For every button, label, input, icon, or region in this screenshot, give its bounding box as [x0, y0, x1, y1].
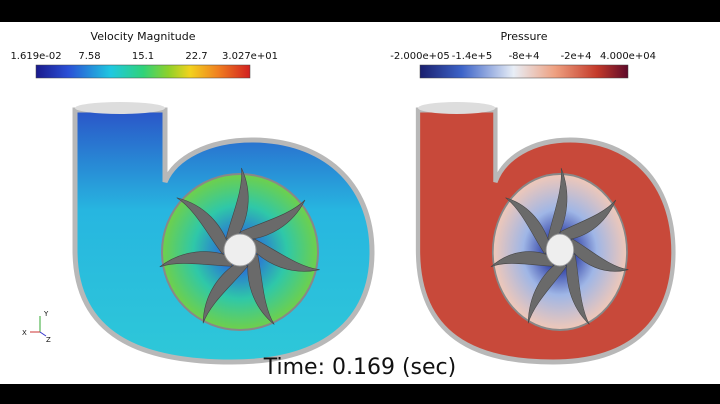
impeller-blade [569, 238, 629, 272]
time-label: Time: 0.169 (sec) [263, 355, 456, 380]
impeller-blade [239, 199, 306, 241]
axis-label: Z [46, 336, 51, 344]
colorbar-tick-label: 15.1 [132, 51, 154, 62]
colorbar-tick-label: 4.000e+04 [600, 51, 656, 62]
colorbar-tick-label: 1.619e-02 [10, 51, 61, 62]
impeller-blade [547, 167, 568, 240]
axis-label: X [22, 329, 27, 337]
impeller-blade [490, 251, 554, 268]
impeller-blade [527, 261, 568, 324]
colorbar [419, 64, 629, 79]
impeller-blade [251, 238, 320, 272]
colorbar-tick-label: -1.4e+5 [452, 51, 492, 62]
colorbar-title: Pressure [501, 30, 548, 43]
colorbar-tick-label: -8e+4 [509, 51, 540, 62]
impeller-blade [225, 167, 249, 240]
axes-triad: Y X Z [22, 310, 51, 344]
impeller-blade [566, 253, 590, 325]
colorbar [35, 64, 251, 79]
axis-label: Y [43, 310, 49, 318]
colorbar-tick-label: -2.000e+05 [390, 51, 450, 62]
pressure-pump [415, 102, 676, 365]
colorbar-tick-label: 22.7 [185, 51, 207, 62]
colorbar-title: Velocity Magnitude [91, 30, 196, 43]
impeller-blade [202, 261, 249, 324]
impeller-blade [176, 197, 230, 255]
impeller-blade [505, 197, 551, 255]
impeller-blade [247, 253, 275, 325]
colorbar-tick-label: -2e+4 [561, 51, 592, 62]
colorbar-tick-label: 7.58 [78, 51, 100, 62]
impeller-blade [159, 251, 233, 268]
impeller-blade [559, 199, 617, 241]
colorbar-tick-label: 3.027e+01 [222, 51, 278, 62]
velocity-pump [72, 102, 375, 365]
